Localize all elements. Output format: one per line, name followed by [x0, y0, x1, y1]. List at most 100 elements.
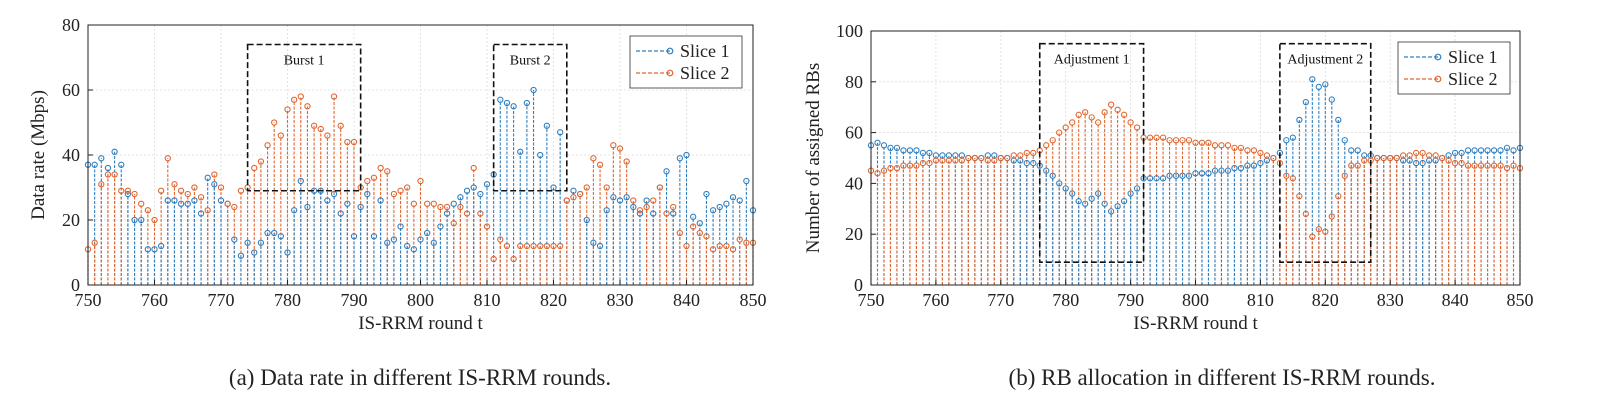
marker-slice-1 [1049, 172, 1056, 179]
marker-slice-1 [1464, 147, 1472, 154]
marker-slice-2 [1088, 114, 1095, 121]
marker-slice-1 [151, 246, 158, 253]
marker-slice-2 [570, 194, 577, 201]
marker-slice-2 [703, 233, 710, 240]
marker-slice-2 [952, 157, 959, 164]
marker-slice-2 [1127, 119, 1134, 126]
y-tick-label: 80 [845, 72, 863, 92]
marker-slice-1 [1497, 147, 1504, 154]
marker-slice-1 [184, 200, 191, 207]
marker-slice-2 [211, 171, 218, 178]
marker-slice-2 [1257, 149, 1264, 157]
marker-slice-2 [643, 203, 650, 211]
marker-slice-2 [743, 239, 750, 246]
marker-slice-2 [1244, 147, 1251, 154]
marker-slice-2 [557, 242, 564, 250]
chart-data-rate: 750 760 770 780 790 800 810 820 830 840 850 0 20 40 60… [28, 15, 767, 334]
marker-slice-1 [663, 168, 670, 175]
marker-slice-2 [1413, 149, 1420, 157]
marker-slice-1 [926, 149, 933, 157]
marker-slice-2 [874, 170, 881, 177]
marker-slice-1 [683, 151, 690, 159]
marker-slice-2 [1114, 106, 1121, 113]
marker-slice-2 [131, 190, 138, 198]
legend-box [629, 35, 743, 89]
marker-slice-1 [91, 161, 98, 168]
x-tick-label: 770 [987, 290, 1014, 310]
marker-slice-2 [965, 154, 972, 162]
marker-slice-2 [1231, 144, 1238, 151]
marker-slice-1 [1095, 190, 1102, 197]
marker-slice-2 [510, 255, 517, 263]
marker-slice-1 [497, 96, 504, 103]
marker-slice-2 [450, 220, 457, 227]
y-tick-label: 80 [62, 15, 80, 35]
marker-slice-2 [530, 242, 537, 250]
marker-slice-2 [197, 194, 205, 201]
marker-slice-1 [290, 207, 298, 214]
marker-slice-1 [900, 147, 907, 154]
marker-slice-2 [1328, 213, 1335, 220]
marker-slice-1 [1224, 167, 1232, 174]
caption-b: (b) RB allocation in different IS-RRM ro… [1008, 365, 1436, 390]
marker-slice-1 [191, 197, 198, 204]
marker-slice-2 [370, 174, 378, 181]
marker-slice-2 [906, 162, 914, 169]
marker-slice-2 [231, 203, 238, 211]
y-tick-label: 20 [62, 210, 80, 230]
marker-slice-1 [477, 190, 484, 198]
marker-slice-1 [1211, 167, 1219, 174]
annotation-box [1279, 42, 1372, 263]
marker-slice-2 [1107, 101, 1115, 108]
marker-slice-1 [463, 187, 471, 194]
marker-slice-1 [1088, 195, 1095, 202]
marker-slice-2 [1017, 152, 1024, 159]
marker-slice-2 [919, 159, 927, 167]
marker-slice-1 [1419, 159, 1426, 167]
marker-slice-2 [1049, 137, 1056, 144]
x-tick-label: 840 [673, 290, 700, 310]
marker-slice-1 [450, 200, 457, 207]
marker-slice-2 [1438, 154, 1446, 162]
marker-slice-2 [1477, 162, 1485, 169]
marker-slice-1 [703, 190, 710, 198]
marker-slice-2 [636, 207, 644, 214]
marker-slice-1 [377, 197, 384, 204]
marker-slice-1 [231, 236, 238, 243]
marker-slice-1 [1484, 147, 1491, 154]
marker-slice-2 [683, 242, 690, 250]
marker-slice-1 [696, 220, 703, 227]
marker-slice-2 [377, 164, 384, 172]
annotation-label: Burst 1 [284, 54, 325, 69]
marker-slice-2 [271, 119, 278, 126]
x-tick-label: 750 [75, 290, 102, 310]
marker-slice-2 [926, 159, 933, 167]
marker-slice-1 [1231, 165, 1238, 172]
marker-slice-1 [1114, 203, 1121, 210]
marker-slice-1 [1107, 208, 1115, 215]
marker-slice-1 [171, 197, 178, 204]
marker-slice-2 [1315, 225, 1322, 233]
marker-slice-2 [1387, 154, 1394, 162]
marker-slice-2 [1166, 137, 1173, 144]
marker-slice-1 [1296, 116, 1303, 124]
marker-slice-2 [900, 162, 907, 169]
marker-slice-2 [978, 154, 985, 162]
marker-slice-2 [583, 184, 590, 191]
marker-slice-1 [337, 210, 344, 217]
marker-slice-2 [91, 239, 98, 246]
marker-slice-1 [543, 122, 550, 129]
marker-slice-1 [1510, 147, 1517, 154]
marker-slice-1 [1159, 175, 1167, 182]
marker-slice-2 [1490, 162, 1498, 169]
marker-slice-2 [284, 106, 291, 113]
marker-slice-2 [1335, 192, 1342, 200]
marker-slice-1 [244, 239, 251, 246]
marker-slice-1 [630, 203, 637, 211]
x-tick-label: 790 [1117, 290, 1144, 310]
marker-slice-2 [151, 216, 158, 224]
marker-slice-1 [570, 187, 577, 194]
y-tick-label: 0 [854, 275, 863, 295]
marker-slice-2 [971, 154, 978, 162]
marker-slice-2 [1400, 152, 1407, 159]
